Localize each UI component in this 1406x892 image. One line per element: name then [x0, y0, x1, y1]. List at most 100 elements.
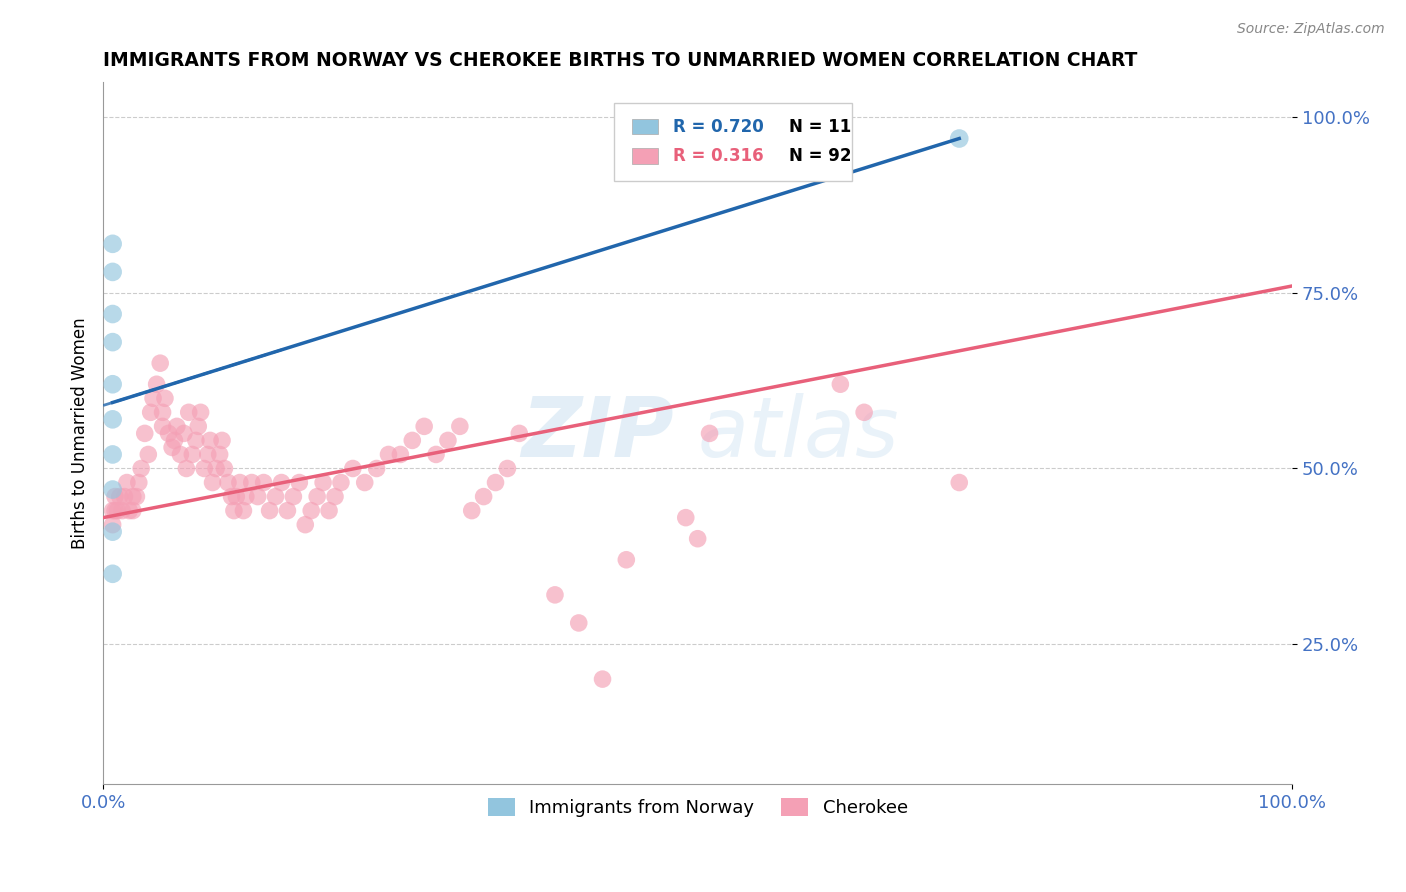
Point — [830, 377, 852, 392]
Point — [153, 392, 176, 406]
Point — [101, 265, 124, 279]
Point — [101, 377, 124, 392]
Text: Source: ZipAtlas.com: Source: ZipAtlas.com — [1237, 22, 1385, 37]
Point — [472, 490, 495, 504]
Point — [312, 475, 335, 490]
Point — [166, 419, 188, 434]
Point — [177, 405, 200, 419]
Point — [948, 131, 970, 145]
Point — [686, 532, 709, 546]
Point — [184, 434, 207, 448]
Point — [276, 503, 298, 517]
Point — [568, 615, 591, 630]
Point — [259, 503, 281, 517]
Point — [211, 434, 233, 448]
Point — [205, 461, 228, 475]
Point — [246, 490, 269, 504]
FancyBboxPatch shape — [633, 148, 658, 164]
Point — [294, 517, 316, 532]
Point — [114, 490, 136, 504]
Point — [173, 426, 195, 441]
Point — [134, 426, 156, 441]
Text: R = 0.316: R = 0.316 — [672, 147, 763, 165]
Point — [142, 392, 165, 406]
Point — [240, 475, 263, 490]
Point — [232, 503, 254, 517]
Point — [675, 510, 697, 524]
Point — [323, 490, 346, 504]
Point — [699, 426, 721, 441]
Legend: Immigrants from Norway, Cherokee: Immigrants from Norway, Cherokee — [481, 790, 915, 824]
Point — [449, 419, 471, 434]
Point — [101, 307, 124, 321]
Point — [853, 405, 876, 419]
Point — [128, 475, 150, 490]
Point — [129, 461, 152, 475]
Point — [181, 447, 204, 461]
Text: N = 92: N = 92 — [789, 147, 852, 165]
Point — [229, 475, 252, 490]
Point — [496, 461, 519, 475]
Point — [149, 356, 172, 370]
Point — [235, 490, 257, 504]
Point — [111, 503, 134, 517]
Point — [353, 475, 375, 490]
Text: IMMIGRANTS FROM NORWAY VS CHEROKEE BIRTHS TO UNMARRIED WOMEN CORRELATION CHART: IMMIGRANTS FROM NORWAY VS CHEROKEE BIRTH… — [103, 51, 1137, 70]
Point — [377, 447, 399, 461]
Point — [193, 461, 215, 475]
Point — [187, 419, 209, 434]
Point — [389, 447, 412, 461]
Point — [217, 475, 239, 490]
Point — [264, 490, 287, 504]
Point — [115, 475, 138, 490]
Point — [329, 475, 352, 490]
Point — [121, 490, 143, 504]
Point — [948, 475, 970, 490]
Point — [299, 503, 322, 517]
Point — [125, 490, 148, 504]
Point — [152, 419, 174, 434]
Y-axis label: Births to Unmarried Women: Births to Unmarried Women — [72, 318, 89, 549]
Point — [508, 426, 530, 441]
Point — [152, 405, 174, 419]
Point — [225, 490, 247, 504]
Point — [544, 588, 567, 602]
Point — [437, 434, 460, 448]
Text: N = 11: N = 11 — [789, 118, 852, 136]
Point — [136, 447, 159, 461]
Point — [401, 434, 423, 448]
Point — [190, 405, 212, 419]
Point — [484, 475, 506, 490]
Point — [198, 434, 221, 448]
Point — [145, 377, 167, 392]
Point — [101, 524, 124, 539]
Point — [101, 566, 124, 581]
Point — [270, 475, 292, 490]
Point — [104, 490, 127, 504]
Point — [169, 447, 191, 461]
Point — [214, 461, 236, 475]
Point — [221, 490, 243, 504]
Point — [253, 475, 276, 490]
Point — [104, 503, 127, 517]
Point — [105, 503, 128, 517]
Point — [139, 405, 162, 419]
Text: R = 0.720: R = 0.720 — [672, 118, 763, 136]
Point — [176, 461, 198, 475]
Point — [307, 490, 329, 504]
Point — [157, 426, 180, 441]
Text: atlas: atlas — [697, 392, 900, 474]
Point — [101, 517, 124, 532]
Point — [318, 503, 340, 517]
Point — [197, 447, 219, 461]
Point — [101, 236, 124, 251]
Point — [342, 461, 364, 475]
Point — [208, 447, 231, 461]
Point — [366, 461, 388, 475]
FancyBboxPatch shape — [633, 119, 658, 135]
Point — [222, 503, 245, 517]
Point — [101, 412, 124, 426]
Point — [283, 490, 305, 504]
Point — [101, 483, 124, 497]
Point — [461, 503, 484, 517]
